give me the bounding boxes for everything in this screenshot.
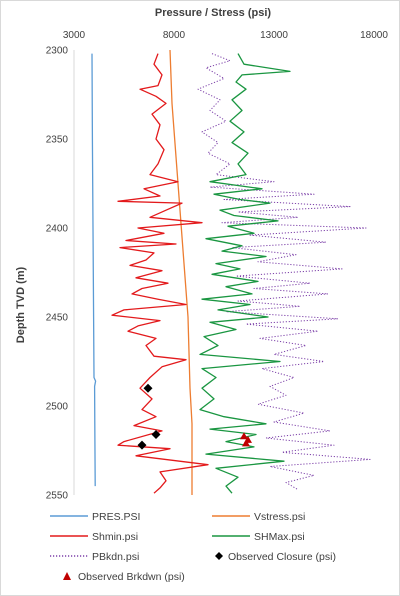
y-tick-label: 2300: [46, 46, 69, 57]
x-tick-label: 13000: [260, 30, 288, 41]
legend-vstress-label: Vstress.psi: [254, 511, 305, 523]
observed-closure-marker: [137, 440, 147, 450]
legend-shmax-label: SHMax.psi: [254, 531, 305, 543]
series-pres-line: [91, 53, 97, 487]
y-tick-label: 2550: [46, 491, 69, 502]
y-tick-label: 2400: [46, 224, 69, 235]
x-axis-title: Pressure / Stress (psi): [155, 7, 272, 19]
legend-brkdwn-label: Observed Brkdwn (psi): [78, 571, 185, 583]
series-shmax-line: [199, 53, 291, 494]
y-tick-label: 2350: [46, 135, 69, 146]
y-axis-title: Depth TVD (m): [15, 266, 27, 343]
series-vstress-line: [169, 49, 193, 495]
legend: PRES.PSI Vstress.psi Shmin.psi SHMax.psi…: [50, 511, 336, 583]
x-tick-labels: 3000 8000 13000 18000: [63, 30, 388, 41]
series-layer: [91, 49, 371, 495]
legend-brkdwn-marker: [63, 572, 71, 580]
x-tick-label: 8000: [163, 30, 186, 41]
series-shmin-line: [111, 53, 209, 494]
observed-closure-marker: [143, 383, 153, 393]
y-tick-labels: 2300 2350 2400 2450 2500 2550: [46, 46, 69, 502]
observed-breakdown-marker: [240, 432, 248, 440]
legend-closure-marker: [215, 552, 223, 560]
legend-pres-label: PRES.PSI: [92, 511, 140, 523]
x-tick-label: 3000: [63, 30, 86, 41]
y-tick-label: 2450: [46, 313, 69, 324]
legend-closure-label: Observed Closure (psi): [228, 551, 336, 563]
observed-closure-marker: [151, 429, 161, 439]
legend-shmin-label: Shmin.psi: [92, 531, 138, 543]
observed-breakdown-marker: [242, 439, 250, 447]
legend-pbkdn-label: PBkdn.psi: [92, 551, 139, 563]
marker-layer: [137, 383, 252, 450]
x-tick-label: 18000: [360, 30, 388, 41]
y-tick-label: 2500: [46, 402, 69, 413]
series-pbkdn-line: [197, 53, 371, 491]
